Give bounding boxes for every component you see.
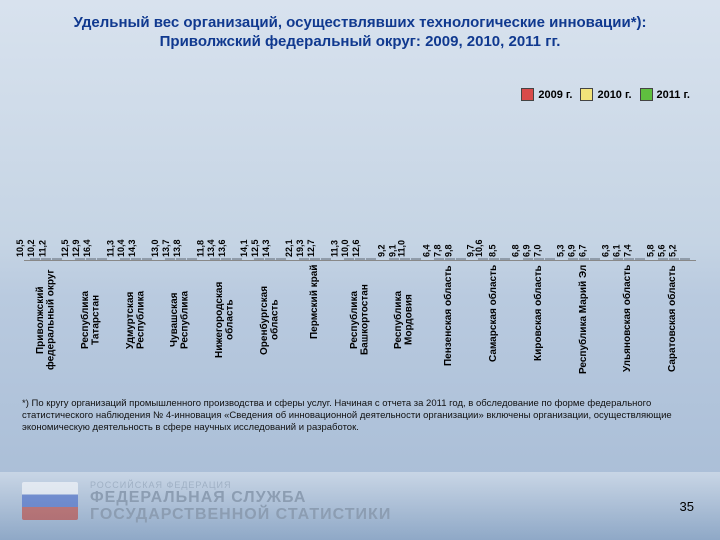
category-label: Республика Татарстан [69,265,114,375]
bar-value: 13,7 [161,239,171,259]
bar-value: 6,7 [578,244,588,259]
bar: 12,6 [366,258,376,260]
bar-value: 13,8 [172,239,182,259]
bar: 11,0 [411,258,421,260]
bar-value: 14,1 [240,239,250,259]
bar-value: 11,8 [195,240,205,259]
bar-value: 5,2 [667,244,677,259]
bar-value: 11,3 [329,240,339,259]
bar-group: 5,36,96,7 [562,258,607,260]
bar-group: 5,85,65,2 [651,258,696,260]
bar-value: 9,2 [377,244,387,259]
bar-value: 12,7 [306,239,316,259]
bar-value: 11,3 [105,240,115,259]
bar-value: 12,5 [251,239,261,259]
bar-value: 6,1 [611,244,621,259]
bar-group: 11,310,012,6 [338,258,383,260]
bar-value: 10,2 [27,239,37,259]
bar-value: 6,4 [421,244,431,259]
category-label: Саратовская область [651,265,696,375]
bar-value: 10,6 [475,239,485,259]
bar-value: 6,3 [600,244,610,259]
legend-item: 2011 г. [640,88,690,101]
category-label: Самарская область [472,265,517,375]
bar: 6,7 [590,258,600,260]
bar: 7,0 [545,258,555,260]
bar-value: 5,8 [645,244,655,259]
bar-value: 6,9 [567,244,577,259]
category-label: Нижегородская область [203,265,248,375]
bar-group: 6,36,17,4 [606,258,651,260]
bar-value: 8,5 [488,244,498,259]
category-label: Республика Марий Эл [562,265,607,375]
flag-icon [22,482,78,520]
bar-value: 7,4 [622,244,632,259]
org-line2a: ФЕДЕРАЛЬНАЯ СЛУЖБА [90,490,698,507]
org-banner: РОССИЙСКАЯ ФЕДЕРАЦИЯ ФЕДЕРАЛЬНАЯ СЛУЖБА … [0,472,720,540]
category-label: Республика Башкортостан [338,265,383,375]
category-label: Пермский край [293,265,338,375]
bar-value: 22,1 [284,239,294,259]
bar-value: 13,4 [206,239,216,259]
bar-value: 12,6 [351,239,361,259]
bar-value: 11,0 [396,240,406,259]
legend: 2009 г. 2010 г. 2011 г. [513,88,690,104]
category-label: Республика Мордовия [382,265,427,375]
bar-value: 12,9 [71,239,81,259]
category-label: Чувашская Республика [158,265,203,375]
page-number: 35 [680,499,694,514]
bar: 7,4 [635,258,645,260]
bar-value: 13,0 [150,239,160,259]
slide-title: Удельный вес организаций, осуществлявших… [0,0,720,52]
category-label: Удмуртская Республика [114,265,159,375]
category-label: Ульяновская область [606,265,651,375]
category-label: Пензенская область [427,265,472,375]
bar: 9,8 [456,258,466,260]
bar-value: 10,5 [16,239,26,259]
bar-value: 5,3 [556,244,566,259]
legend-item: 2009 г. [521,88,572,101]
bar-value: 5,6 [656,244,666,259]
bar-value: 14,3 [127,239,137,259]
bar-value: 13,6 [217,239,227,259]
bar-group: 9,29,111,0 [382,258,427,260]
category-label: Приволжский федеральный округ [24,265,69,375]
bar: 8,5 [500,258,510,260]
bar-value: 6,9 [522,244,532,259]
bar-value: 10,4 [116,239,126,259]
bar-value: 9,8 [443,244,453,259]
footnote: *) По кругу организаций промышленного пр… [22,398,698,434]
category-label: Оренбургская область [248,265,293,375]
bar-value: 16,4 [82,239,92,259]
bar: 5,2 [680,258,690,260]
bar-value: 7,0 [533,244,543,259]
bar-chart: 10,510,211,212,512,916,411,310,414,313,0… [20,110,700,380]
bar-value: 19,3 [295,239,305,259]
bar-value: 7,8 [432,244,442,259]
legend-item: 2010 г. [580,88,631,101]
bar-value: 14,3 [262,239,272,259]
bar-value: 11,2 [38,240,48,259]
bar-value: 6,8 [511,244,521,259]
bar-value: 10,0 [340,239,350,259]
bar-value: 12,5 [60,239,70,259]
category-label: Кировская область [517,265,562,375]
org-line2b: ГОСУДАРСТВЕННОЙ СТАТИСТИКИ [90,507,698,524]
